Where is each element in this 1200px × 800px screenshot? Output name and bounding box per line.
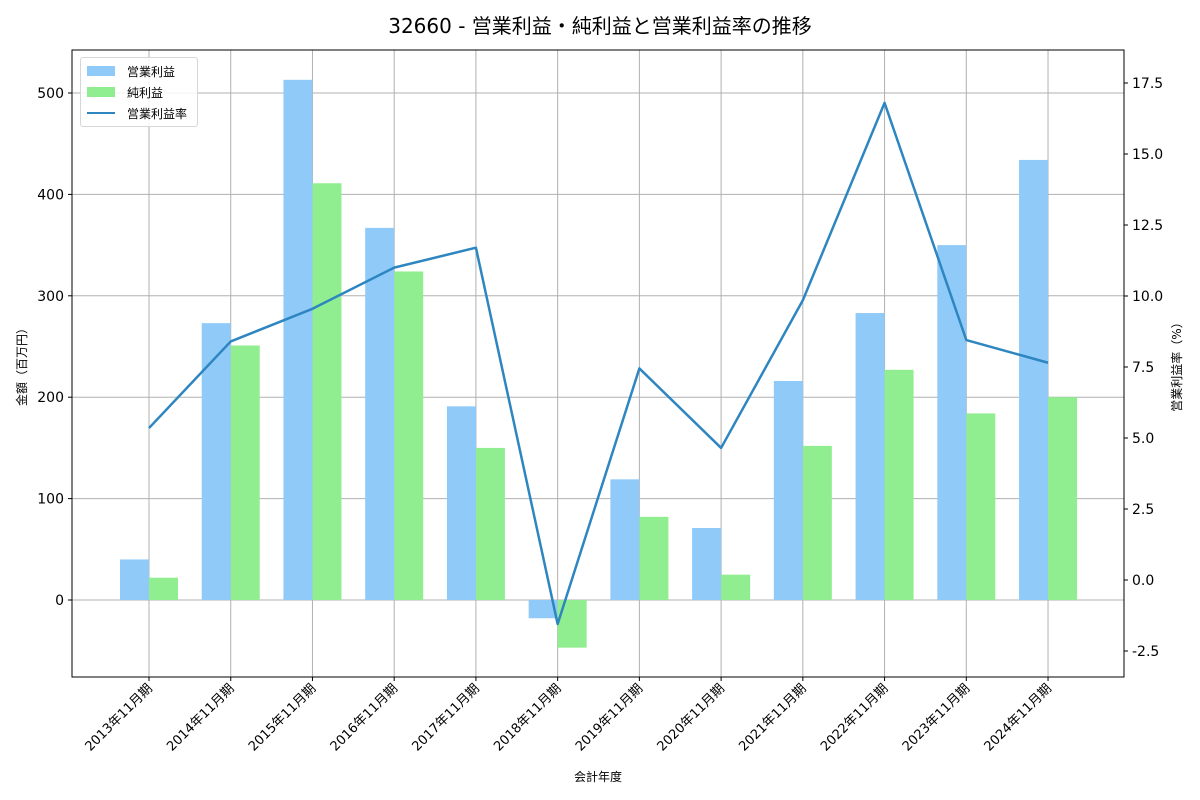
legend-label: 営業利益	[127, 64, 176, 79]
net-profit-bar	[149, 577, 178, 600]
x-tick-label: 2013年11月期	[83, 681, 156, 754]
left-y-axis-title: 金額（百万円）	[14, 322, 29, 406]
plot-frame	[71, 49, 1125, 678]
x-tick-label: 2015年11月期	[246, 681, 319, 754]
operating-profit-bar	[773, 380, 803, 600]
margin-line-swatch-icon	[87, 112, 115, 114]
net-profit-bar	[230, 345, 260, 600]
x-tick-label: 2018年11月期	[491, 681, 564, 754]
operating-profit-bar	[120, 559, 149, 600]
net-profit-bar	[312, 183, 342, 600]
net-profit-bar	[639, 516, 669, 600]
x-axis: 2013年11月期 2014年11月期 2015年11月期 2016年11月期 2017…	[83, 677, 1055, 755]
right-tick-label: 5.0	[1132, 431, 1154, 447]
net-profit-bar	[802, 445, 832, 600]
operating-profit-bar	[528, 600, 558, 619]
operating-profit-bar	[610, 479, 640, 600]
legend-label: 純利益	[127, 85, 164, 100]
right-tick-label: 15.0	[1132, 147, 1163, 163]
operating-profit-swatch-icon	[87, 66, 115, 76]
x-tick-label: 2022年11月期	[818, 681, 891, 754]
right-tick-label: 7.5	[1132, 360, 1154, 376]
operating-profit-bar	[855, 313, 885, 600]
legend: 営業利益 純利益 営業利益率	[80, 57, 198, 127]
net-profit-bar	[475, 447, 505, 600]
operating-profit-bar	[365, 227, 395, 600]
legend-label: 営業利益率	[127, 106, 188, 121]
left-tick-label: 500	[37, 86, 64, 102]
left-tick-label: 100	[37, 492, 64, 508]
right-y-axis-title: 営業利益率（%）	[1169, 316, 1184, 411]
operating-profit-bar	[1019, 159, 1049, 600]
operating-profit-bar	[201, 323, 231, 600]
net-profit-bar	[394, 271, 424, 600]
left-y-axis: 0 100 200 300 400 500	[37, 86, 72, 609]
x-tick-label: 2024年11月期	[982, 681, 1055, 754]
right-tick-label: 17.5	[1132, 76, 1163, 92]
operating-profit-bar	[446, 406, 476, 600]
x-tick-label: 2021年11月期	[736, 681, 809, 754]
legend-item-operating-margin: 営業利益率	[87, 104, 187, 122]
left-tick-label: 300	[37, 289, 64, 305]
left-tick-label: 200	[37, 390, 64, 406]
net-profit-bar	[884, 369, 914, 600]
x-tick-label: 2016年11月期	[328, 681, 401, 754]
right-tick-label: 2.5	[1132, 502, 1154, 518]
right-tick-label: 10.0	[1132, 289, 1163, 305]
net-profit-swatch-icon	[87, 87, 115, 97]
x-tick-label: 2023年11月期	[900, 681, 973, 754]
net-profit-bar	[721, 574, 751, 600]
legend-item-net-profit: 純利益	[87, 83, 163, 101]
chart-title: 32660 - 営業利益・純利益と営業利益率の推移	[388, 14, 812, 38]
x-tick-label: 2017年11月期	[409, 681, 482, 754]
net-profit-bar	[1048, 397, 1078, 600]
x-tick-label: 2014年11月期	[164, 681, 237, 754]
left-tick-label: 400	[37, 187, 64, 203]
margin-line-series	[148, 101, 1049, 626]
right-tick-label: 12.5	[1132, 218, 1163, 234]
operating-margin-line	[148, 101, 1049, 626]
x-axis-title: 会計年度	[574, 769, 622, 784]
right-tick-label: 0.0	[1132, 573, 1154, 589]
right-y-axis: -2.5 0.0 2.5 5.0 7.5 10.0 12.5 15.0 17.5	[1124, 76, 1163, 660]
operating-profit-bar	[937, 245, 967, 600]
operating-profit-bar	[692, 528, 722, 600]
operating-profit-bar	[283, 79, 313, 601]
bar-series	[120, 79, 1078, 648]
x-tick-label: 2020年11月期	[655, 681, 728, 754]
left-tick-label: 0	[55, 593, 64, 609]
right-tick-label: -2.5	[1132, 644, 1159, 660]
x-tick-label: 2019年11月期	[573, 681, 646, 754]
net-profit-bar	[966, 413, 996, 600]
legend-item-operating-profit: 営業利益	[87, 62, 175, 80]
